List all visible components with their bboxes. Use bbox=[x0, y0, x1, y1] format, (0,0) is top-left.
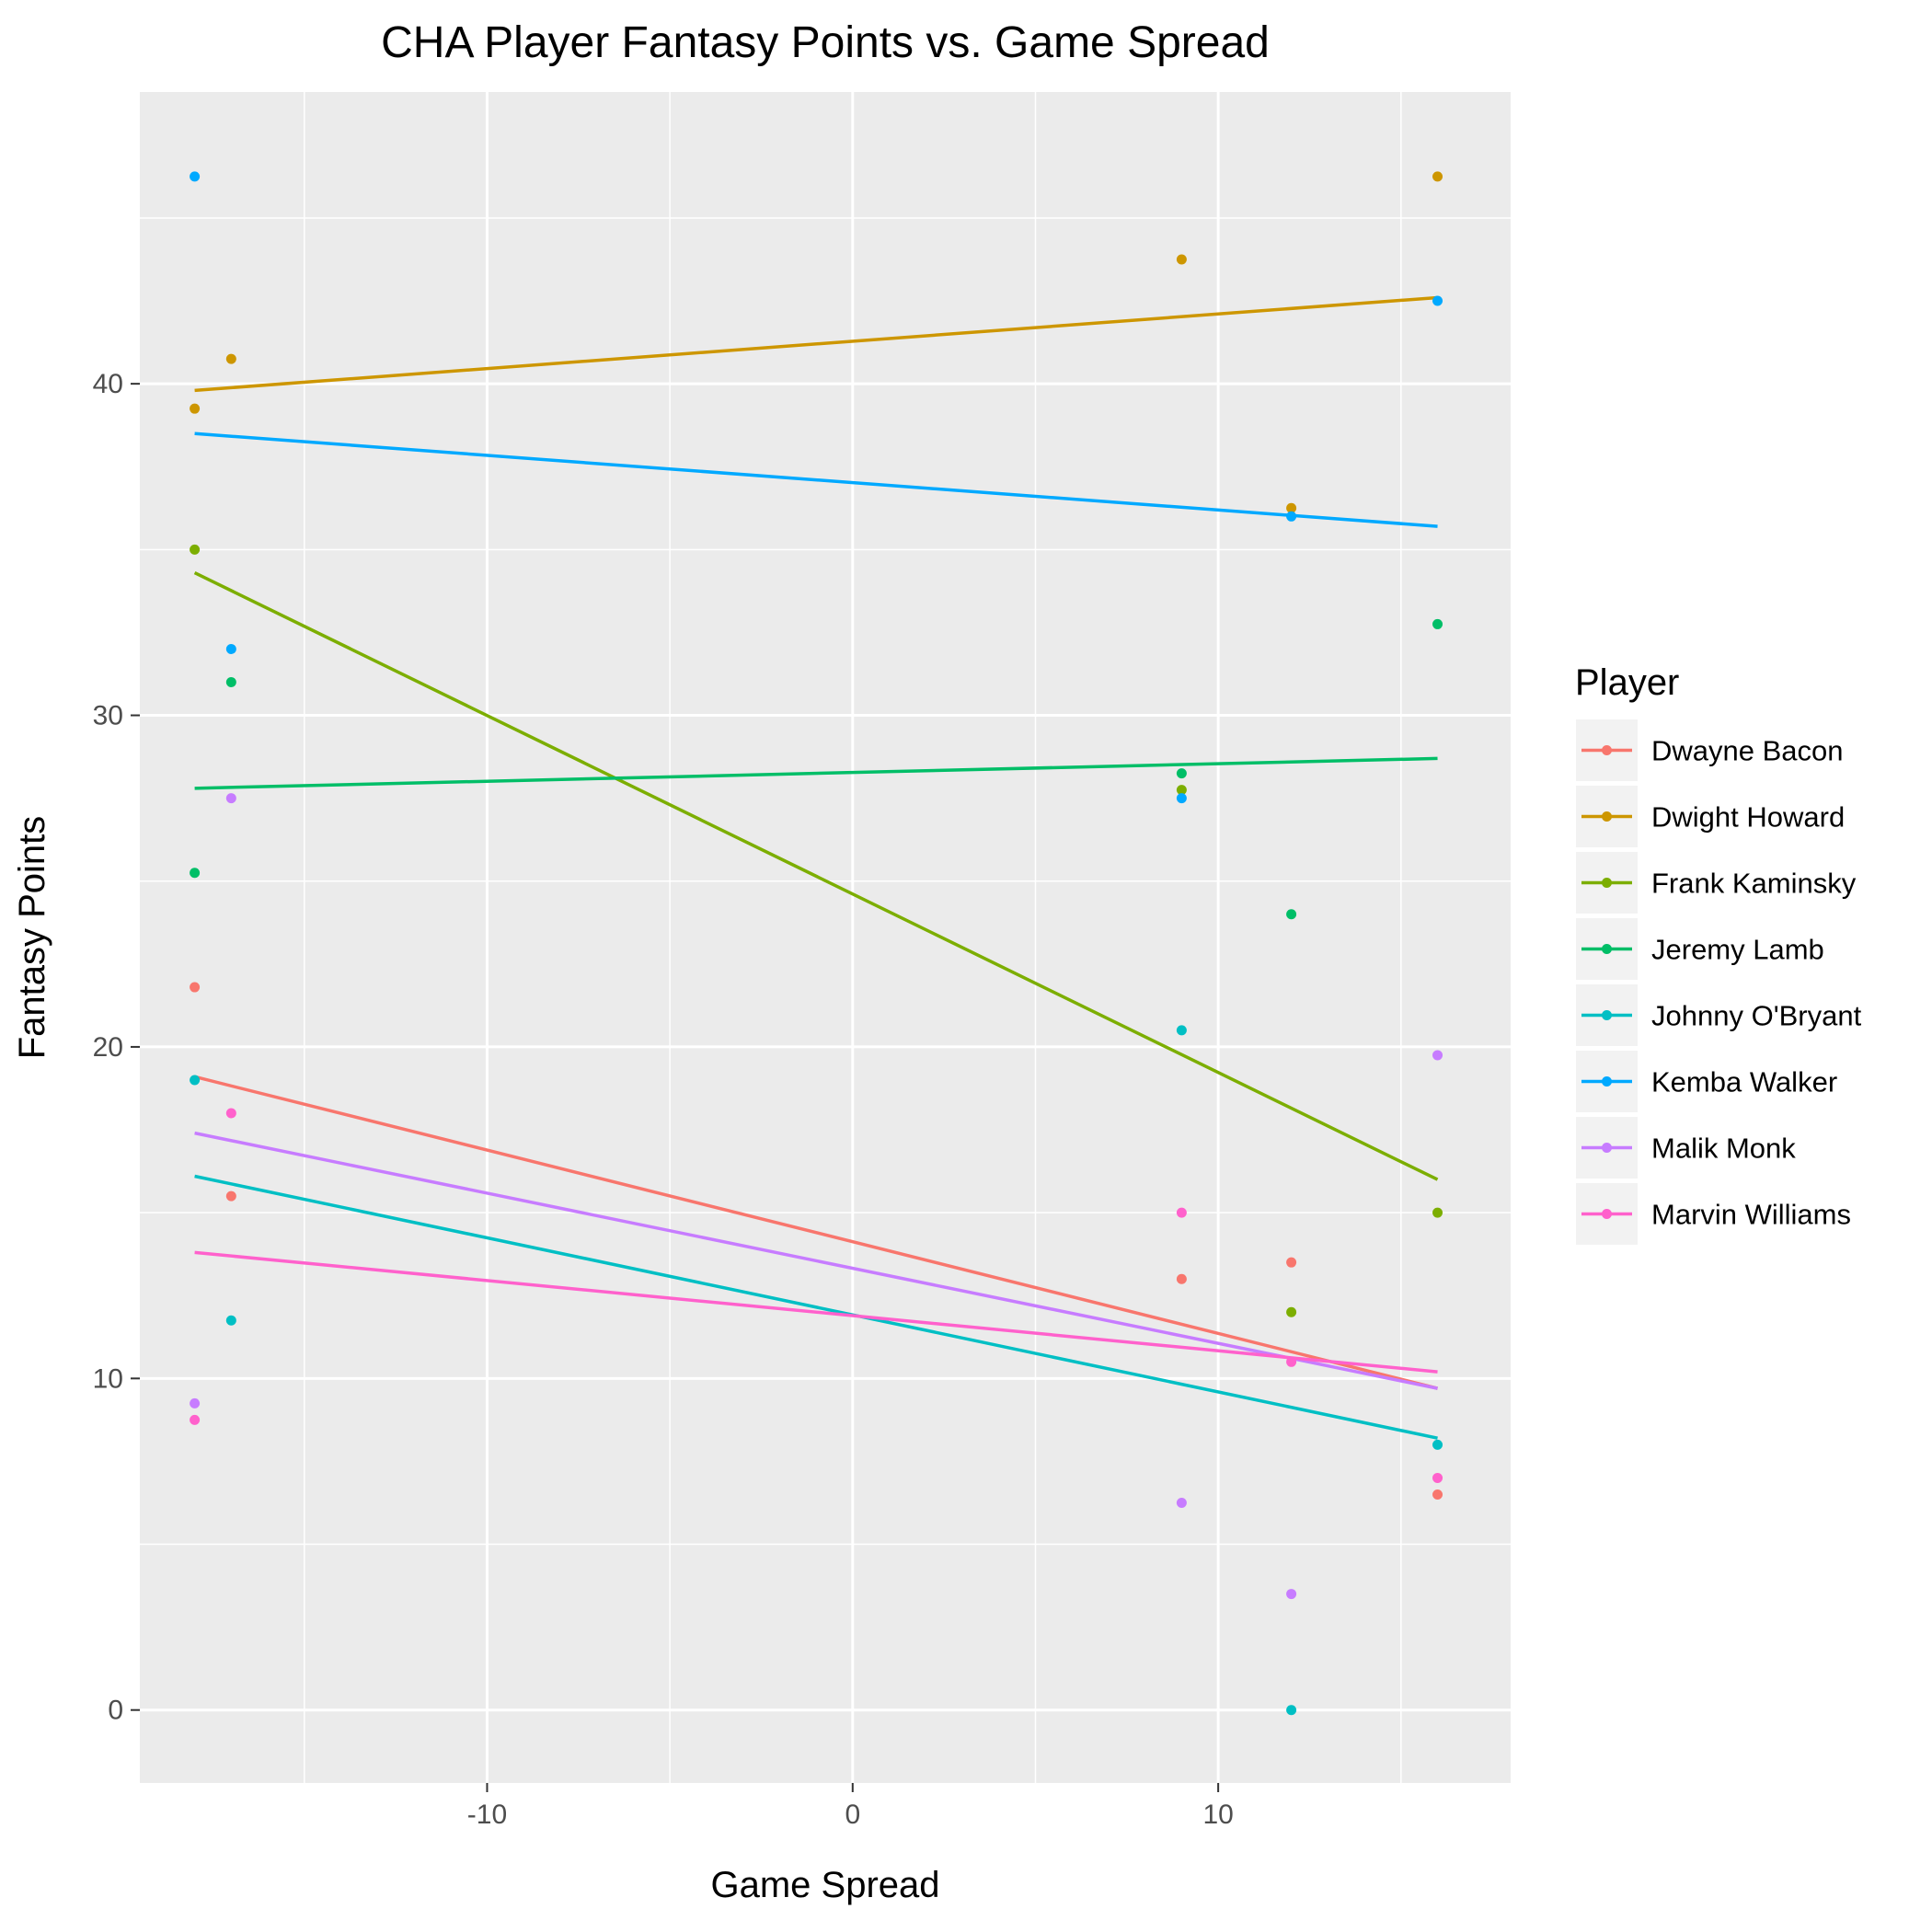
point-kemba-walker bbox=[225, 643, 236, 654]
point-dwayne-bacon bbox=[1432, 1489, 1443, 1500]
point-kemba-walker bbox=[1176, 793, 1187, 804]
major-gridlines bbox=[140, 92, 1511, 1783]
point-johnny-o-bryant bbox=[1176, 1025, 1187, 1036]
legend: Player Dwayne Bacon Dwight Howard Frank Ka… bbox=[1574, 662, 1862, 1247]
point-dwight-howard bbox=[190, 403, 201, 414]
legend-item-malik-monk: Malik Monk bbox=[1574, 1115, 1796, 1180]
fit-line-kemba-walker bbox=[194, 431, 1438, 528]
point-johnny-o-bryant bbox=[225, 1315, 236, 1326]
legend-item-marvin-williams: Marvin Williams bbox=[1574, 1181, 1851, 1247]
y-tick-label: 30 bbox=[93, 701, 123, 731]
x-tick-label: -10 bbox=[467, 1800, 507, 1830]
plot-panel bbox=[140, 92, 1511, 1783]
legend-item-johnny-o-bryant: Johnny O'Bryant bbox=[1574, 983, 1862, 1048]
point-dwight-howard bbox=[1176, 254, 1187, 265]
point-jeremy-lamb bbox=[1286, 909, 1297, 920]
legend-item-frank-kaminsky: Frank Kaminsky bbox=[1574, 850, 1857, 915]
fit-line-frank-kaminsky bbox=[193, 570, 1439, 1181]
legend-key-point-jeremy-lamb bbox=[1602, 944, 1612, 954]
point-kemba-walker bbox=[1432, 295, 1443, 306]
legend-item-dwayne-bacon: Dwayne Bacon bbox=[1574, 718, 1844, 783]
point-dwayne-bacon bbox=[190, 982, 201, 993]
legend-item-dwight-howard: Dwight Howard bbox=[1574, 784, 1845, 849]
point-frank-kaminsky bbox=[1176, 785, 1187, 796]
y-tick-label: 20 bbox=[93, 1032, 123, 1063]
legend-key-point-dwayne-bacon bbox=[1602, 745, 1612, 755]
point-marvin-williams bbox=[190, 1414, 201, 1425]
x-axis-ticks: -10 0 10 bbox=[467, 1783, 1234, 1830]
legend-key-point-marvin-williams bbox=[1602, 1209, 1612, 1219]
legend-label-malik-monk: Malik Monk bbox=[1651, 1133, 1796, 1165]
data-points bbox=[190, 171, 1443, 1716]
point-marvin-williams bbox=[1432, 1472, 1443, 1483]
legend-item-kemba-walker: Kemba Walker bbox=[1574, 1049, 1837, 1114]
point-dwight-howard bbox=[225, 353, 236, 364]
point-dwayne-bacon bbox=[1286, 1257, 1297, 1268]
point-frank-kaminsky bbox=[1286, 1306, 1297, 1317]
legend-label-dwight-howard: Dwight Howard bbox=[1651, 801, 1845, 834]
y-axis-ticks: 0 10 20 30 40 bbox=[93, 369, 140, 1726]
x-tick-label: 0 bbox=[845, 1800, 860, 1830]
point-jeremy-lamb bbox=[1432, 618, 1443, 629]
point-kemba-walker bbox=[1286, 511, 1297, 522]
point-marvin-williams bbox=[1286, 1356, 1297, 1367]
y-axis-title: Fantasy Points bbox=[12, 816, 52, 1060]
legend-title: Player bbox=[1575, 662, 1679, 703]
point-frank-kaminsky bbox=[1432, 1207, 1443, 1218]
fit-lines bbox=[193, 295, 1439, 1440]
point-johnny-o-bryant bbox=[1286, 1705, 1297, 1716]
point-frank-kaminsky bbox=[190, 544, 201, 555]
fit-line-dwayne-bacon bbox=[194, 1075, 1438, 1390]
point-dwight-howard bbox=[1432, 171, 1443, 182]
chart-title: CHA Player Fantasy Points vs. Game Sprea… bbox=[381, 18, 1270, 67]
y-tick-label: 0 bbox=[108, 1696, 123, 1726]
point-malik-monk bbox=[225, 793, 236, 804]
legend-label-dwayne-bacon: Dwayne Bacon bbox=[1651, 735, 1844, 767]
fit-line-malik-monk bbox=[194, 1131, 1438, 1390]
legend-key-point-frank-kaminsky bbox=[1602, 878, 1612, 888]
point-malik-monk bbox=[1176, 1497, 1187, 1508]
legend-key-point-dwight-howard bbox=[1602, 811, 1612, 822]
point-johnny-o-bryant bbox=[190, 1075, 201, 1086]
point-dwayne-bacon bbox=[225, 1190, 236, 1202]
point-marvin-williams bbox=[225, 1108, 236, 1119]
legend-label-johnny-o-bryant: Johnny O'Bryant bbox=[1651, 1000, 1862, 1032]
point-marvin-williams bbox=[1176, 1207, 1187, 1218]
point-kemba-walker bbox=[190, 171, 201, 182]
point-dwayne-bacon bbox=[1176, 1273, 1187, 1284]
legend-label-marvin-williams: Marvin Williams bbox=[1651, 1199, 1851, 1231]
point-dwight-howard bbox=[1286, 502, 1297, 513]
point-jeremy-lamb bbox=[1176, 768, 1187, 779]
x-axis-title: Game Spread bbox=[710, 1865, 939, 1905]
legend-item-jeremy-lamb: Jeremy Lamb bbox=[1574, 916, 1824, 982]
fit-line-jeremy-lamb bbox=[194, 756, 1438, 790]
legend-key-point-johnny-o-bryant bbox=[1602, 1010, 1612, 1020]
legend-label-jeremy-lamb: Jeremy Lamb bbox=[1651, 934, 1824, 966]
y-tick-label: 40 bbox=[93, 369, 123, 399]
legend-key-point-kemba-walker bbox=[1602, 1076, 1612, 1087]
fit-line-marvin-williams bbox=[194, 1250, 1438, 1374]
point-malik-monk bbox=[1432, 1050, 1443, 1061]
legend-label-frank-kaminsky: Frank Kaminsky bbox=[1651, 868, 1857, 900]
point-johnny-o-bryant bbox=[1432, 1439, 1443, 1450]
point-jeremy-lamb bbox=[190, 868, 201, 879]
point-jeremy-lamb bbox=[225, 676, 236, 687]
fit-line-johnny-o-bryant bbox=[194, 1174, 1438, 1440]
y-tick-label: 10 bbox=[93, 1363, 123, 1394]
point-malik-monk bbox=[190, 1397, 201, 1409]
legend-items: Dwayne Bacon Dwight Howard Frank Kaminsky J… bbox=[1574, 718, 1862, 1247]
point-malik-monk bbox=[1286, 1589, 1297, 1600]
fit-line-dwight-howard bbox=[194, 295, 1438, 393]
legend-label-kemba-walker: Kemba Walker bbox=[1651, 1066, 1837, 1098]
x-tick-label: 10 bbox=[1202, 1800, 1233, 1830]
legend-key-point-malik-monk bbox=[1602, 1143, 1612, 1153]
